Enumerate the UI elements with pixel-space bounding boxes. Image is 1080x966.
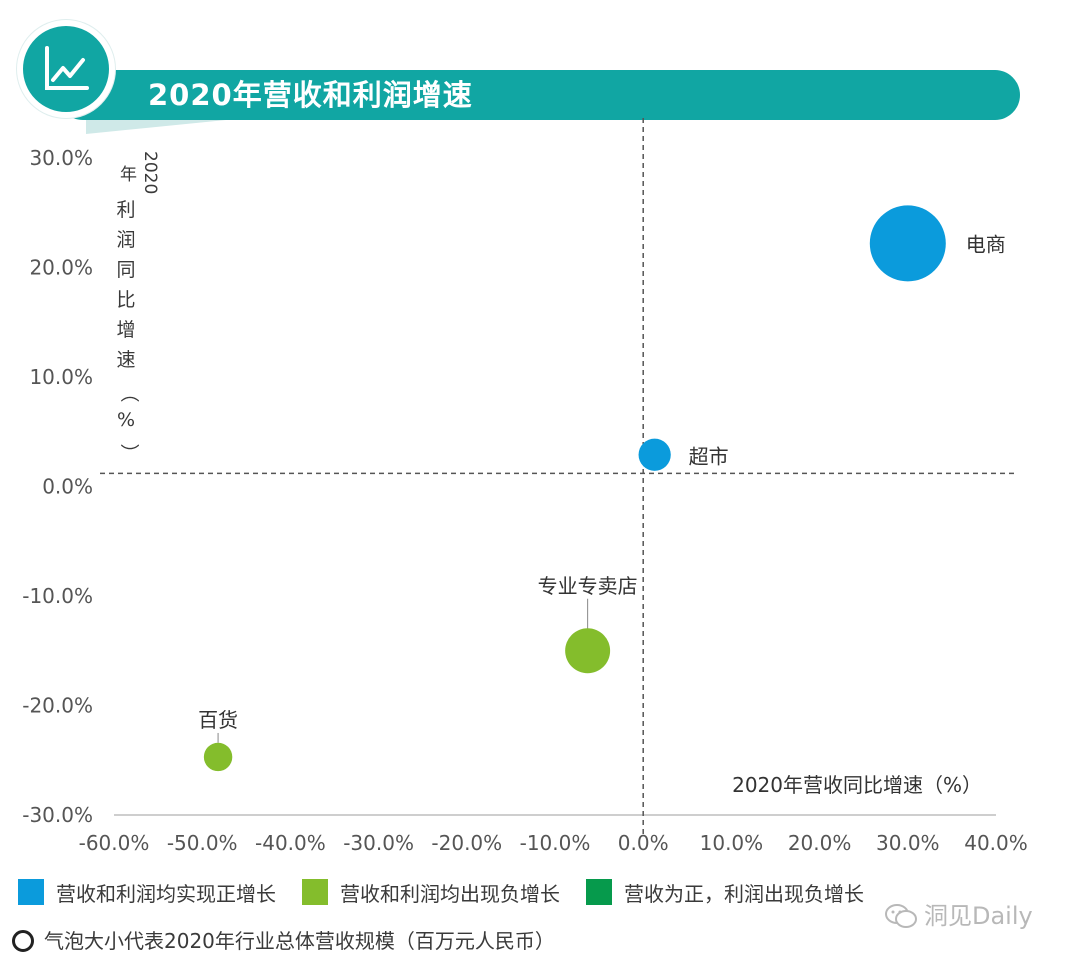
y-axis-label-char: 2020年 <box>116 151 160 195</box>
y-axis-label: 2020年利润同比增速 （% ） <box>114 148 160 468</box>
line-chart-icon <box>17 20 115 118</box>
x-tick-label: 20.0% <box>788 831 852 855</box>
bubble-point <box>869 205 946 282</box>
y-tick-label: 10.0% <box>29 365 93 389</box>
legend-item: 营收为正，利润出现负增长 <box>586 878 864 907</box>
y-axis-label-char: 同 <box>116 259 136 281</box>
bubble-point <box>638 438 671 471</box>
x-axis-label: 2020年营收同比增速（%） <box>732 773 982 797</box>
x-tick-label: 40.0% <box>964 831 1028 855</box>
y-axis-label-char: 增 <box>116 319 136 341</box>
legend-label: 营收为正，利润出现负增长 <box>624 881 864 906</box>
bubble-point <box>203 742 233 772</box>
legend-swatch <box>586 879 612 905</box>
y-tick-label: -30.0% <box>22 803 93 827</box>
x-tick-label: 10.0% <box>700 831 764 855</box>
bubble-label: 专业专卖店 <box>538 574 638 598</box>
bubble-label: 百货 <box>198 708 238 732</box>
y-axis-label-char: （ <box>118 383 140 403</box>
legend-item: 营收和利润均实现正增长 <box>18 878 276 907</box>
x-tick-label: -40.0% <box>255 831 326 855</box>
y-tick-label: 0.0% <box>42 475 93 499</box>
y-axis-label-char: 速 <box>116 349 136 371</box>
bubble-point <box>565 628 611 674</box>
bubble-label: 超市 <box>689 445 729 469</box>
bubble-size-note: 气泡大小代表2020年行业总体营收规模（百万元人民币） <box>12 926 555 956</box>
legend-item: 营收和利润均出现负增长 <box>302 878 560 907</box>
x-tick-label: -60.0% <box>79 831 150 855</box>
legend-label: 营收和利润均出现负增长 <box>340 881 560 906</box>
y-tick-label: -20.0% <box>22 694 93 718</box>
y-tick-label: 30.0% <box>29 146 93 170</box>
y-tick-label: -10.0% <box>22 584 93 608</box>
x-tick-label: -30.0% <box>343 831 414 855</box>
banner-tail <box>86 118 246 134</box>
y-axis-label-char: 利 <box>116 199 136 221</box>
x-tick-label: -10.0% <box>520 831 591 855</box>
bubble-label: 电商 <box>966 232 1006 256</box>
x-tick-label: -50.0% <box>167 831 238 855</box>
legend-swatch <box>18 879 44 905</box>
bubble-chart: -60.0% -50.0% -40.0% -30.0% -20.0% -10.0% 0.0%… <box>22 118 1028 855</box>
y-axis-label-char: 润 <box>116 229 136 251</box>
watermark: 洞见Daily <box>884 898 1033 934</box>
y-tick-label: 20.0% <box>29 256 93 280</box>
legend: 营收和利润均实现正增长 营收和利润均出现负增长 营收为正，利润出现负增长 <box>18 878 890 906</box>
bubble-size-note-text: 气泡大小代表2020年行业总体营收规模（百万元人民币） <box>44 929 555 953</box>
watermark-text: 洞见Daily <box>924 902 1033 930</box>
wechat-icon <box>885 904 917 928</box>
bubble-ring-icon <box>12 930 34 952</box>
x-tick-label: 0.0% <box>618 831 669 855</box>
title-banner <box>58 70 1020 120</box>
chart-title: 2020年营收和利润增速 <box>148 78 473 112</box>
legend-label: 营收和利润均实现正增长 <box>56 881 276 906</box>
x-tick-label: -20.0% <box>431 831 502 855</box>
y-axis-label-char: % <box>116 409 136 431</box>
x-tick-label: 30.0% <box>876 831 940 855</box>
legend-swatch <box>302 879 328 905</box>
y-axis-label-char: 比 <box>116 289 136 311</box>
y-axis-label-char: ） <box>118 443 140 463</box>
